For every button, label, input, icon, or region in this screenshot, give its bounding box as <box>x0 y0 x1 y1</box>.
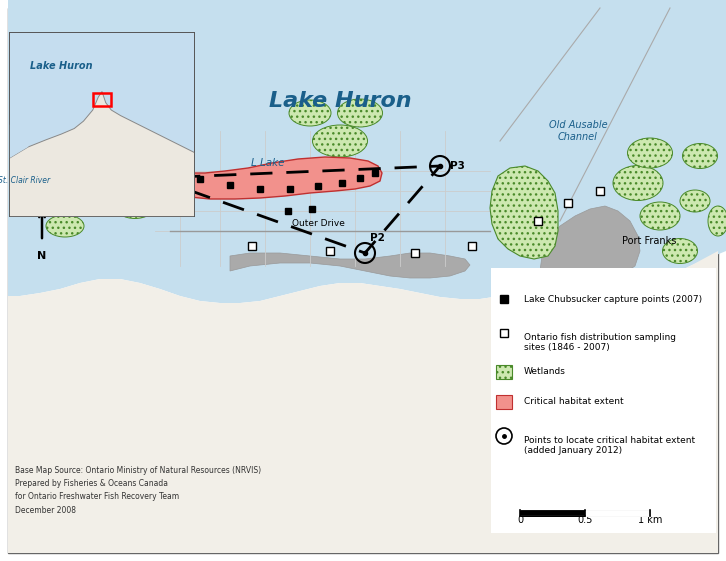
Polygon shape <box>8 249 65 283</box>
Ellipse shape <box>35 132 65 150</box>
Text: P2: P2 <box>370 233 385 243</box>
Text: Lake Chubsucker capture points (2007): Lake Chubsucker capture points (2007) <box>524 295 702 304</box>
Ellipse shape <box>312 125 367 157</box>
Polygon shape <box>9 91 195 218</box>
Text: Lake Huron: Lake Huron <box>30 61 93 71</box>
Ellipse shape <box>682 144 717 168</box>
Text: Old Ausable
Channel: Old Ausable Channel <box>549 120 608 142</box>
Ellipse shape <box>59 183 91 203</box>
Ellipse shape <box>708 206 726 236</box>
Text: 0.5: 0.5 <box>577 515 592 525</box>
Polygon shape <box>22 196 40 281</box>
Text: Port Franks: Port Franks <box>622 236 677 246</box>
Ellipse shape <box>115 194 155 218</box>
Bar <box>491 268 716 533</box>
Bar <box>93 93 111 107</box>
Ellipse shape <box>627 138 672 168</box>
Ellipse shape <box>640 202 680 230</box>
Text: P1: P1 <box>122 160 137 170</box>
Polygon shape <box>8 251 718 553</box>
Text: Base Map Source: Ontario Ministry of Natural Resources (NRVIS)
Prepared by Fishe: Base Map Source: Ontario Ministry of Nat… <box>15 466 261 514</box>
Polygon shape <box>230 253 470 278</box>
Polygon shape <box>490 166 558 259</box>
Ellipse shape <box>289 100 331 126</box>
Text: Wetlands: Wetlands <box>524 366 566 375</box>
Text: Outer Drive: Outer Drive <box>292 218 344 228</box>
Polygon shape <box>155 157 382 199</box>
Text: Critical habitat extent: Critical habitat extent <box>524 397 624 406</box>
Text: 0: 0 <box>517 515 523 525</box>
Polygon shape <box>540 206 640 293</box>
Bar <box>496 395 512 409</box>
Text: P3: P3 <box>450 161 465 171</box>
Ellipse shape <box>613 165 663 200</box>
Ellipse shape <box>72 150 108 172</box>
Text: 1 km: 1 km <box>638 515 662 525</box>
Text: L Lake: L Lake <box>251 158 285 168</box>
Text: N: N <box>37 251 46 261</box>
Polygon shape <box>8 0 726 303</box>
Bar <box>496 365 512 379</box>
Text: St. Clair River: St. Clair River <box>0 176 50 185</box>
Text: Ontario fish distribution sampling
sites (1846 - 2007): Ontario fish distribution sampling sites… <box>524 333 676 352</box>
Ellipse shape <box>46 215 84 237</box>
Ellipse shape <box>663 238 698 264</box>
Text: Points to locate critical habitat extent
(added January 2012): Points to locate critical habitat extent… <box>524 436 695 456</box>
Ellipse shape <box>680 190 710 212</box>
Polygon shape <box>9 121 32 158</box>
Text: Lake Huron: Lake Huron <box>269 91 412 111</box>
Ellipse shape <box>338 99 383 127</box>
